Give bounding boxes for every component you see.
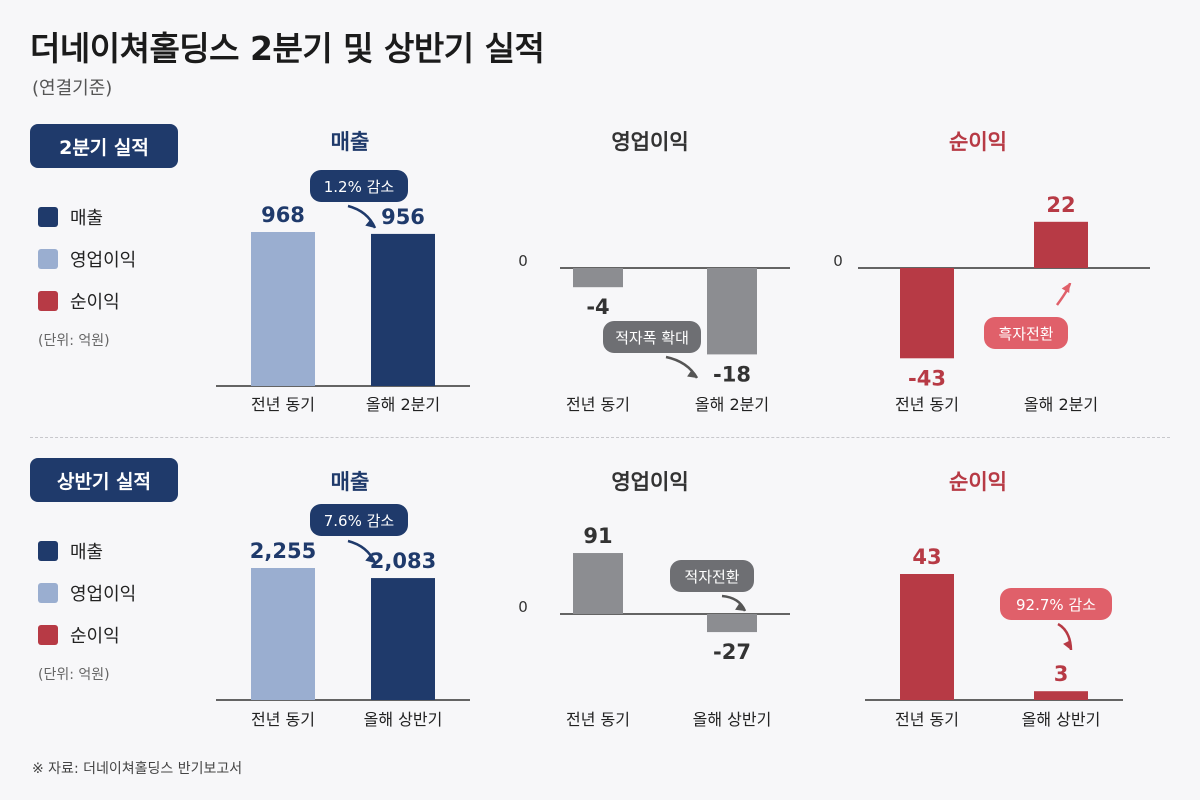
legend-item-net: 순이익 bbox=[38, 614, 136, 656]
arrow-h1-net-head bbox=[1063, 640, 1071, 650]
data-label: 968 bbox=[261, 203, 305, 227]
legend-item-operating: 영업이익 bbox=[38, 238, 136, 280]
bar bbox=[707, 268, 757, 355]
bar bbox=[573, 553, 623, 614]
arrow-h1-operating-head bbox=[735, 602, 745, 611]
legend-item-net: 순이익 bbox=[38, 280, 136, 322]
category-label: 전년 동기 bbox=[251, 395, 315, 414]
chart-title: 영업이익 bbox=[611, 470, 688, 494]
callout-h1-revenue-label: 7.6% 감소 bbox=[324, 512, 395, 530]
callout-h1-net-label: 92.7% 감소 bbox=[1016, 596, 1096, 614]
chart-title: 영업이익 bbox=[611, 130, 688, 154]
legend-swatch-revenue bbox=[38, 541, 58, 561]
legend-label: 영업이익 bbox=[70, 250, 137, 271]
category-label: 전년 동기 bbox=[251, 710, 315, 729]
bar bbox=[371, 578, 435, 700]
arrow-q2-revenue-head bbox=[365, 218, 375, 228]
data-label: 3 bbox=[1054, 662, 1069, 686]
arrow-q2-operating-head bbox=[687, 369, 697, 378]
source-note: ※ 자료: 더네이쳐홀딩스 반기보고서 bbox=[32, 761, 243, 777]
legend-swatch-net bbox=[38, 625, 58, 645]
section-q2: 2분기 실적 매출 영업이익 순이익 (단위: 억원) bbox=[0, 124, 1200, 454]
chart-title: 매출 bbox=[331, 470, 370, 494]
callout-h1-net-box bbox=[1000, 588, 1112, 620]
callout-h1-operating-box bbox=[670, 560, 754, 592]
legend-swatch-revenue bbox=[38, 207, 58, 227]
category-label: 올해 2분기 bbox=[366, 395, 440, 414]
bar bbox=[1034, 221, 1088, 268]
data-label: 91 bbox=[583, 524, 612, 548]
arrow-q2-net-head bbox=[1061, 283, 1070, 293]
legend: 매출 영업이익 순이익 bbox=[38, 530, 136, 656]
legend: 매출 영업이익 순이익 bbox=[38, 196, 136, 322]
category-label: 올해 상반기 bbox=[364, 710, 443, 729]
category-label: 올해 2분기 bbox=[1024, 395, 1098, 414]
callout-q2-net-box bbox=[984, 317, 1068, 349]
zero-tick-label: 0 bbox=[518, 252, 528, 270]
bar bbox=[251, 232, 315, 386]
category-label: 올해 2분기 bbox=[695, 395, 769, 414]
legend-item-revenue: 매출 bbox=[38, 196, 136, 238]
bar bbox=[900, 268, 954, 359]
legend-label: 순이익 bbox=[70, 626, 120, 647]
legend-label: 매출 bbox=[70, 542, 104, 563]
zero-tick-label: 0 bbox=[833, 252, 843, 270]
legend-label: 매출 bbox=[70, 208, 104, 229]
arrow-h1-operating-line bbox=[721, 594, 747, 612]
section-h1: 상반기 실적 매출 영업이익 순이익 (단위: 억원) bbox=[0, 458, 1200, 788]
callout-q2-revenue-box bbox=[310, 170, 408, 202]
page-title: 더네이쳐홀딩스 2분기 및 상반기 실적 bbox=[30, 29, 545, 68]
data-label: -43 bbox=[908, 366, 946, 390]
section-divider bbox=[30, 437, 1170, 438]
chart-title: 매출 bbox=[331, 130, 370, 154]
legend-swatch-net bbox=[38, 291, 58, 311]
legend-label: 영업이익 bbox=[70, 584, 137, 605]
data-label: -4 bbox=[586, 295, 609, 319]
bar bbox=[900, 574, 954, 700]
section-badge: 2분기 실적 bbox=[30, 124, 178, 168]
category-label: 전년 동기 bbox=[566, 710, 630, 729]
category-label: 올해 상반기 bbox=[693, 710, 772, 729]
data-label: 956 bbox=[381, 205, 425, 229]
callout-q2-operating-box bbox=[603, 321, 701, 353]
data-label: 43 bbox=[912, 545, 941, 569]
callout-h1-operating-label: 적자전환 bbox=[684, 568, 739, 586]
unit-label: (단위: 억원) bbox=[38, 667, 110, 683]
category-label: 올해 상반기 bbox=[1022, 710, 1101, 729]
legend-label: 순이익 bbox=[70, 292, 120, 313]
category-label: 전년 동기 bbox=[895, 395, 959, 414]
legend-item-revenue: 매출 bbox=[38, 530, 136, 572]
data-label: -18 bbox=[713, 362, 751, 386]
bar bbox=[573, 268, 623, 288]
callout-h1-revenue-box bbox=[310, 504, 408, 536]
chart-title: 순이익 bbox=[949, 470, 1007, 494]
category-label: 전년 동기 bbox=[895, 710, 959, 729]
callout-q2-operating-label: 적자폭 확대 bbox=[615, 329, 689, 347]
legend-item-operating: 영업이익 bbox=[38, 572, 136, 614]
legend-swatch-operating bbox=[38, 249, 58, 269]
chart-title: 순이익 bbox=[949, 130, 1007, 154]
data-label: 22 bbox=[1046, 193, 1075, 217]
bar bbox=[251, 568, 315, 700]
bar bbox=[707, 614, 757, 633]
page-subtitle: (연결기준) bbox=[32, 78, 113, 99]
arrow-h1-revenue-head bbox=[365, 553, 375, 563]
data-label: 2,083 bbox=[370, 549, 436, 573]
bar bbox=[1034, 691, 1088, 700]
category-label: 전년 동기 bbox=[566, 395, 630, 414]
data-label: -27 bbox=[713, 640, 751, 664]
legend-swatch-operating bbox=[38, 583, 58, 603]
callout-q2-net-label: 흑자전환 bbox=[998, 325, 1053, 343]
callout-q2-revenue-label: 1.2% 감소 bbox=[324, 178, 395, 196]
zero-tick-label: 0 bbox=[518, 598, 528, 616]
bar bbox=[371, 233, 435, 386]
unit-label: (단위: 억원) bbox=[38, 333, 110, 349]
data-label: 2,255 bbox=[250, 539, 316, 563]
section-badge: 상반기 실적 bbox=[30, 458, 178, 502]
